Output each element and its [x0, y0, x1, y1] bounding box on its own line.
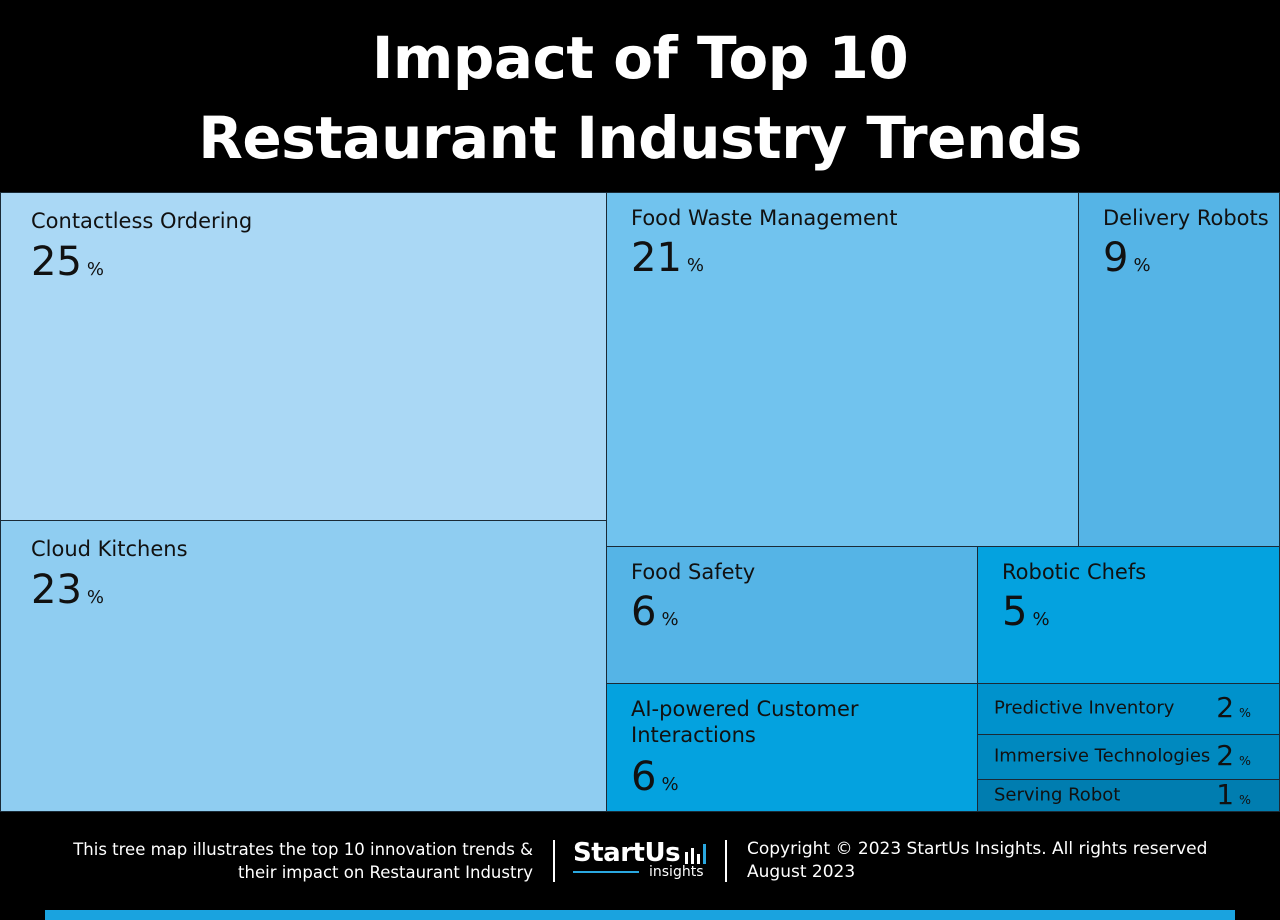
tile-value-number: 21 [631, 235, 682, 281]
footer-divider-right [725, 840, 727, 882]
tile-predictive-inventory: Predictive Inventory 2% [977, 683, 1280, 735]
tile-value-unit: % [1032, 609, 1050, 630]
chart-title: Impact of Top 10 Restaurant Industry Tre… [0, 18, 1280, 178]
tile-label: Food Waste Management [631, 206, 898, 230]
brand-name: StartUs [573, 838, 681, 868]
copyright-text: Copyright © 2023 StartUs Insights. All r… [747, 839, 1208, 859]
tile-label: AI-powered Customer Interactions [631, 697, 859, 747]
tile-value-unit: % [686, 255, 705, 276]
tile-label: Contactless Ordering [31, 209, 253, 233]
tile-label: Delivery Robots [1103, 206, 1269, 230]
bar-chart-icon [685, 844, 706, 864]
tile-label: Predictive Inventory [994, 697, 1175, 719]
tile-serving-robot: Serving Robot 1% [977, 779, 1280, 812]
tile-value-number: 1 [1216, 779, 1235, 811]
tile-value-unit: % [661, 774, 679, 795]
tile-contactless-ordering: Contactless Ordering 25% [0, 192, 607, 521]
tile-value-number: 5 [1002, 589, 1028, 635]
tile-value: 5% [1002, 589, 1050, 635]
tile-value: 6% [631, 589, 679, 635]
title-line-1: Impact of Top 10 [371, 24, 909, 92]
footer-description-line-2: their impact on Restaurant Industry [238, 863, 533, 882]
tile-value-number: 6 [631, 754, 657, 800]
footer-divider-left [553, 840, 555, 882]
tile-immersive-technologies: Immersive Technologies 2% [977, 734, 1280, 780]
tile-label: Food Safety [631, 560, 756, 584]
tile-value-number: 2 [1216, 738, 1235, 772]
tile-value-unit: % [1239, 752, 1251, 768]
tile-value-number: 23 [31, 567, 82, 613]
tile-value: 25% [31, 239, 104, 285]
accent-bar [45, 910, 1235, 920]
tile-delivery-robots: Delivery Robots 9% [1078, 192, 1280, 547]
tile-value: 21% [631, 235, 704, 281]
tile-value-number: 25 [31, 239, 82, 285]
tile-label: Serving Robot [994, 783, 1121, 805]
footer: This tree map illustrates the top 10 inn… [0, 812, 1280, 920]
tile-value-number: 6 [631, 589, 657, 635]
tile-label: Immersive Technologies [994, 745, 1211, 767]
tile-value-unit: % [1133, 255, 1151, 276]
tile-value: 1% [1216, 779, 1251, 811]
tile-value-unit: % [661, 609, 679, 630]
tile-cloud-kitchens: Cloud Kitchens 23% [0, 520, 607, 812]
tile-value: 2% [1216, 739, 1251, 772]
treemap: Contactless Ordering 25% Cloud Kitchens 23%… [0, 192, 1280, 812]
tile-value-unit: % [1239, 791, 1251, 807]
tile-value: 6% [631, 754, 679, 800]
footer-description: This tree map illustrates the top 10 inn… [13, 838, 533, 884]
footer-description-line-1: This tree map illustrates the top 10 inn… [73, 840, 533, 859]
date-text: August 2023 [747, 862, 856, 882]
tile-value-unit: % [86, 587, 105, 608]
brand-sub: insights [649, 864, 704, 880]
tile-value: 9% [1103, 235, 1151, 281]
title-line-2: Restaurant Industry Trends [198, 104, 1082, 172]
tile-value-number: 2 [1216, 690, 1235, 724]
tile-value-unit: % [86, 259, 105, 280]
tile-value: 2% [1216, 691, 1251, 724]
footer-copyright-block: Copyright © 2023 StartUs Insights. All r… [747, 838, 1267, 884]
tile-value-number: 9 [1103, 235, 1129, 281]
brand-underline [573, 871, 639, 873]
tile-robotic-chefs: Robotic Chefs 5% [977, 546, 1280, 684]
brand-logo: StartUs insights [573, 838, 713, 884]
tile-food-waste-management: Food Waste Management 21% [606, 192, 1079, 547]
tile-label: Cloud Kitchens [31, 537, 188, 561]
tile-ai-powered-customer-interactions: AI-powered Customer Interactions 6% [606, 683, 978, 812]
tile-value: 23% [31, 567, 104, 613]
tile-label: Robotic Chefs [1002, 560, 1147, 584]
tile-food-safety: Food Safety 6% [606, 546, 978, 684]
tile-value-unit: % [1239, 704, 1251, 720]
